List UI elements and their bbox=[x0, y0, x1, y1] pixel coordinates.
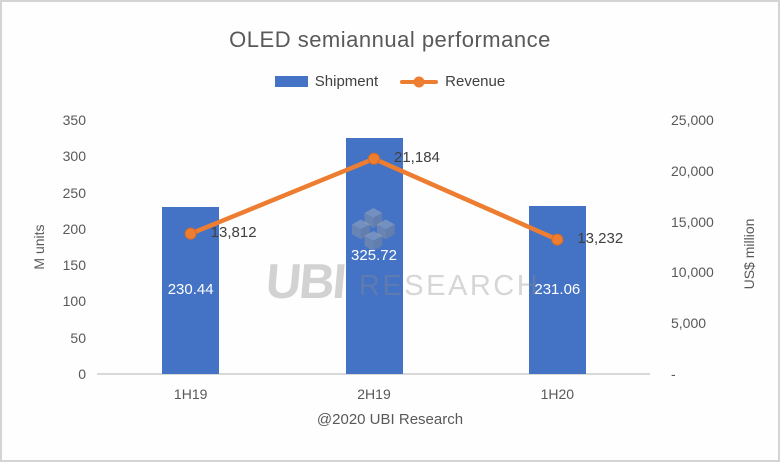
y-axis-tick-50: 50 bbox=[70, 329, 86, 346]
legend-label-revenue: Revenue bbox=[445, 73, 506, 90]
revenue-swatch-icon bbox=[400, 76, 439, 87]
shipment-swatch-icon bbox=[274, 76, 308, 87]
revenue-marker-icon bbox=[413, 76, 425, 87]
x-axis-label-1h20: 1H20 bbox=[540, 386, 575, 402]
revenue-value-1h20: 13,232 bbox=[577, 229, 624, 247]
y-axis-tick-150: 150 bbox=[62, 257, 86, 274]
x-axis-label-2h19: 2H19 bbox=[357, 386, 391, 402]
bar-value-1h20: 231.06 bbox=[534, 281, 581, 299]
x-axis-line bbox=[97, 373, 650, 375]
y2-axis-tick-20,000: 20,000 bbox=[671, 162, 714, 179]
footer-credit: @2020 UBI Research bbox=[316, 411, 464, 428]
revenue-value-2h19: 21,184 bbox=[394, 148, 440, 166]
legend-item-revenue: Revenue bbox=[400, 73, 505, 90]
watermark-ubi-text: UBI bbox=[263, 255, 347, 309]
y2-axis-tick-10,000: 10,000 bbox=[671, 264, 714, 281]
legend: Shipment Revenue bbox=[2, 73, 778, 90]
right-axis-title: US$ million bbox=[741, 218, 757, 290]
bar-value-1h19: 230.44 bbox=[167, 281, 214, 299]
y-axis-tick-250: 250 bbox=[62, 184, 86, 201]
x-axis-label-1h19: 1H19 bbox=[173, 386, 208, 402]
chart-title: OLED semiannual performance bbox=[229, 27, 551, 52]
legend-label-shipment: Shipment bbox=[314, 73, 379, 90]
y-axis-tick-100: 100 bbox=[62, 293, 86, 310]
y-axis-tick-300: 300 bbox=[62, 148, 86, 165]
bar-value-2h19: 325.72 bbox=[351, 246, 397, 264]
y-axis-tick-0: 0 bbox=[78, 366, 86, 382]
y-axis-tick-350: 350 bbox=[62, 112, 86, 128]
revenue-value-1h19: 13,812 bbox=[210, 223, 257, 241]
y2-axis-tick-15,000: 15,000 bbox=[671, 213, 714, 230]
y2-axis-tick--: - bbox=[671, 366, 676, 382]
y-axis-tick-200: 200 bbox=[62, 220, 86, 237]
legend-item-shipment: Shipment bbox=[274, 73, 379, 90]
y2-axis-tick-5,000: 5,000 bbox=[671, 315, 707, 332]
y2-axis-tick-25,000: 25,000 bbox=[671, 112, 714, 128]
